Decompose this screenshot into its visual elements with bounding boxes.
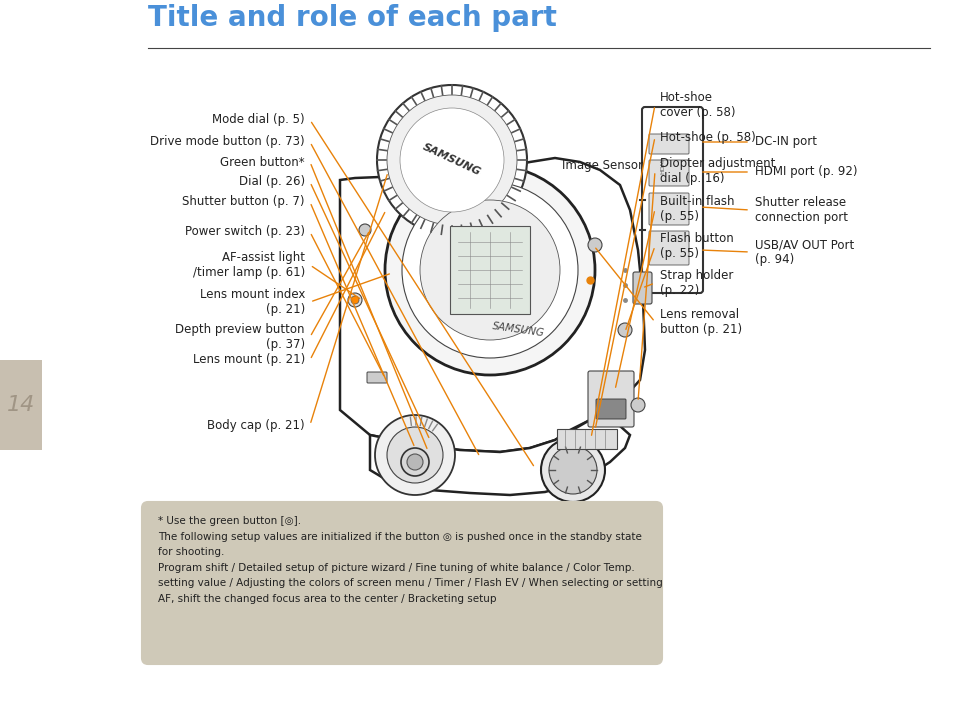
- Circle shape: [548, 446, 597, 494]
- FancyBboxPatch shape: [0, 360, 42, 450]
- Circle shape: [351, 296, 358, 304]
- FancyBboxPatch shape: [648, 231, 688, 265]
- Text: Hot-shoe
cover (p. 58): Hot-shoe cover (p. 58): [659, 91, 735, 119]
- Text: Lens removal
button (p. 21): Lens removal button (p. 21): [659, 308, 741, 336]
- Text: Flash button
(p. 55): Flash button (p. 55): [659, 232, 733, 260]
- Text: Strap holder
(p. 22): Strap holder (p. 22): [659, 269, 733, 297]
- Text: Shutter button (p. 7): Shutter button (p. 7): [182, 196, 305, 209]
- FancyBboxPatch shape: [648, 134, 688, 154]
- Text: Power switch (p. 23): Power switch (p. 23): [185, 225, 305, 238]
- Text: SAMSUNG: SAMSUNG: [491, 321, 544, 338]
- Circle shape: [387, 95, 517, 225]
- Text: Lens mount index
(p. 21): Lens mount index (p. 21): [199, 288, 305, 316]
- Text: Diopter adjustment
dial (p. 16): Diopter adjustment dial (p. 16): [659, 157, 775, 185]
- Text: Mode dial (p. 5): Mode dial (p. 5): [213, 114, 305, 127]
- FancyBboxPatch shape: [641, 107, 702, 293]
- FancyBboxPatch shape: [648, 160, 688, 186]
- Circle shape: [618, 323, 631, 337]
- FancyBboxPatch shape: [142, 502, 661, 664]
- FancyBboxPatch shape: [367, 372, 387, 383]
- Text: AF-assist light
/timer lamp (p. 61): AF-assist light /timer lamp (p. 61): [193, 251, 305, 279]
- FancyBboxPatch shape: [648, 193, 688, 225]
- Text: Body cap (p. 21): Body cap (p. 21): [207, 418, 305, 431]
- Text: USB/AV OUT Port
(p. 94): USB/AV OUT Port (p. 94): [754, 238, 853, 266]
- Text: DC-IN port: DC-IN port: [754, 135, 816, 148]
- Circle shape: [407, 454, 422, 470]
- FancyBboxPatch shape: [450, 226, 530, 314]
- Text: Title and role of each part: Title and role of each part: [148, 4, 557, 32]
- Text: HDMI port (p. 92): HDMI port (p. 92): [754, 166, 857, 179]
- Circle shape: [400, 448, 429, 476]
- Circle shape: [399, 108, 503, 212]
- Text: Lens mount (p. 21): Lens mount (p. 21): [193, 354, 305, 366]
- Polygon shape: [370, 420, 629, 495]
- Text: Drive mode button (p. 73): Drive mode button (p. 73): [151, 135, 305, 148]
- Circle shape: [358, 224, 371, 236]
- Text: Green button*: Green button*: [220, 156, 305, 168]
- Circle shape: [387, 427, 442, 483]
- Text: HDMI: HDMI: [659, 157, 664, 174]
- Circle shape: [348, 293, 361, 307]
- FancyBboxPatch shape: [587, 371, 634, 427]
- Text: Dial (p. 26): Dial (p. 26): [238, 176, 305, 189]
- FancyBboxPatch shape: [633, 272, 651, 304]
- Circle shape: [540, 438, 604, 502]
- Text: Depth preview button
(p. 37): Depth preview button (p. 37): [175, 323, 305, 351]
- Circle shape: [630, 398, 644, 412]
- Text: 14: 14: [7, 395, 35, 415]
- Circle shape: [385, 165, 595, 375]
- Text: Hot-shoe (p. 58): Hot-shoe (p. 58): [659, 130, 755, 143]
- Circle shape: [375, 415, 455, 495]
- Polygon shape: [339, 158, 644, 452]
- Circle shape: [419, 200, 559, 340]
- Circle shape: [587, 238, 601, 252]
- Text: Built-in flash
(p. 55): Built-in flash (p. 55): [659, 195, 734, 223]
- FancyBboxPatch shape: [596, 399, 625, 419]
- Text: Shutter release
connection port: Shutter release connection port: [754, 196, 847, 224]
- Circle shape: [376, 85, 526, 235]
- Text: SAMSUNG: SAMSUNG: [421, 142, 482, 178]
- FancyBboxPatch shape: [557, 429, 617, 449]
- Text: Image Sensor: Image Sensor: [561, 158, 642, 171]
- Text: * Use the green button [◎].
The following setup values are initialized if the bu: * Use the green button [◎]. The followin…: [158, 516, 662, 604]
- Circle shape: [401, 182, 578, 358]
